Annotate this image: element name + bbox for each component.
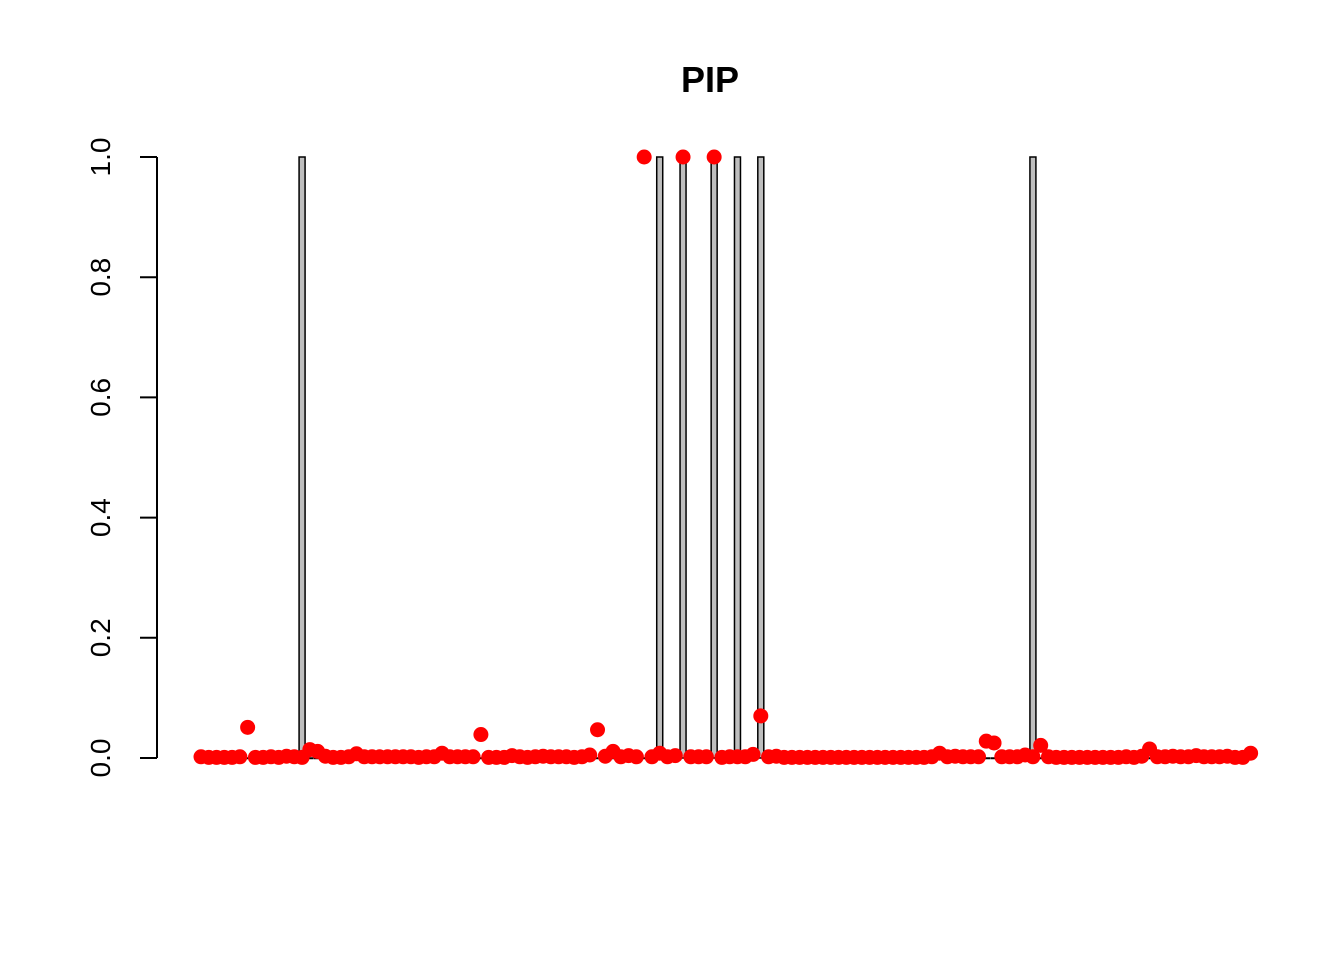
y-tick-label: 1.0 <box>85 138 116 177</box>
pip-point <box>1033 737 1049 753</box>
pip-point <box>1025 749 1041 765</box>
y-tick-label: 0.0 <box>85 739 116 778</box>
bar <box>733 156 742 759</box>
bar <box>655 156 664 759</box>
pip-point <box>1243 745 1259 761</box>
pip-point <box>753 708 769 724</box>
pip-point <box>473 727 489 743</box>
pip-point <box>628 749 644 765</box>
y-axis: 0.0 0.2 0.4 0.6 0.8 1.0 <box>85 138 158 778</box>
pip-point <box>232 749 248 765</box>
pip-point <box>667 748 683 764</box>
pip-point <box>636 149 652 165</box>
bar-series <box>197 156 1224 760</box>
pip-point <box>675 149 691 165</box>
y-tick-label: 0.4 <box>85 498 116 537</box>
bar <box>757 156 765 759</box>
pip-point <box>698 749 714 765</box>
y-tick-label: 0.8 <box>85 258 116 297</box>
bar <box>710 156 718 759</box>
bar <box>298 156 306 759</box>
pip-point <box>590 722 606 738</box>
pip-point <box>745 746 761 762</box>
point-series <box>193 149 1259 765</box>
pip-point <box>582 747 598 763</box>
bar <box>679 156 687 759</box>
chart-title: PIP <box>681 59 739 100</box>
bar <box>1029 156 1037 759</box>
y-tick-label: 0.6 <box>85 378 116 417</box>
pip-point <box>971 749 986 765</box>
y-tick-label: 0.2 <box>85 618 116 657</box>
pip-point <box>986 735 1002 751</box>
pip-point <box>706 149 722 165</box>
pip-point <box>465 749 481 765</box>
pip-point <box>240 719 256 735</box>
